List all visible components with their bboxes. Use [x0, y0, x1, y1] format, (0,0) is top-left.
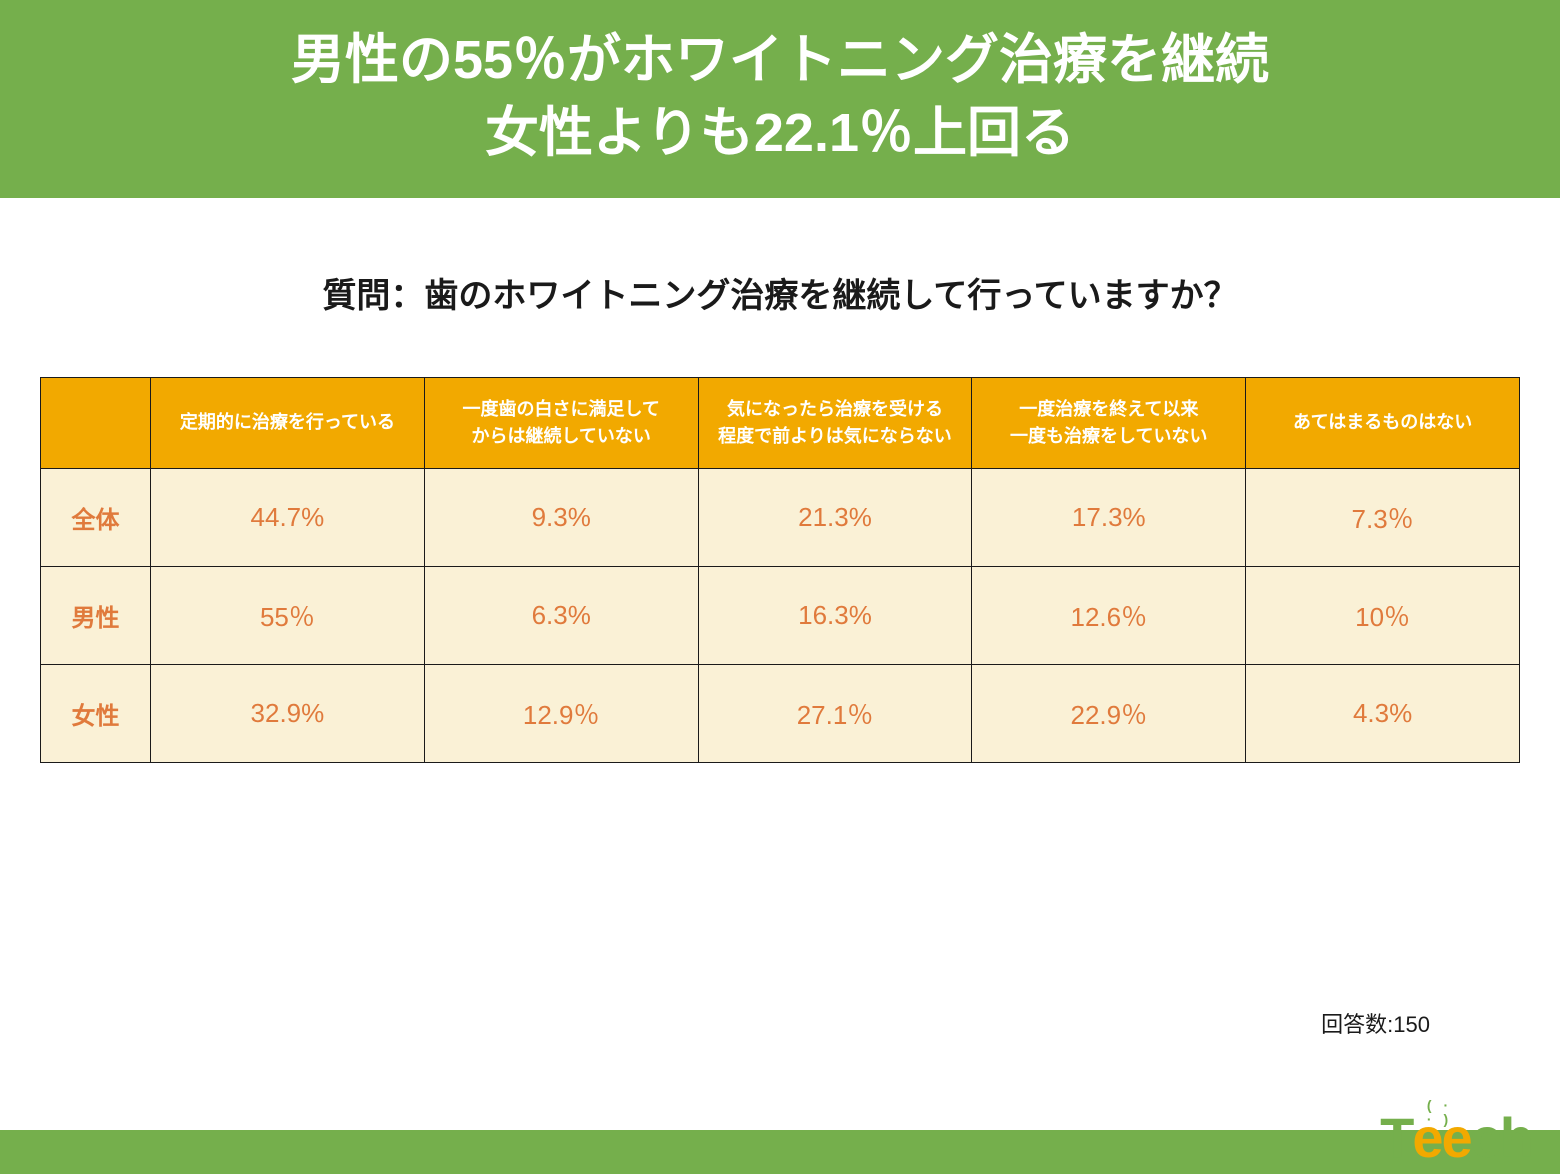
header-col-5: あてはまるものはない [1246, 377, 1520, 468]
cell: 12.9％ [424, 664, 698, 762]
header-col-3: 気になったら治療を受ける程度で前よりは気にならない [698, 377, 972, 468]
logo-ee: ( · · )ee [1412, 1110, 1470, 1166]
cell: 32.9% [151, 664, 425, 762]
table-header-row: 定期的に治療を行っている 一度歯の白さに満足してからは継続していない 気になった… [41, 377, 1520, 468]
header-col-4: 一度治療を終えて以来一度も治療をしていない [972, 377, 1246, 468]
logo-ch: ch [1471, 1106, 1532, 1169]
brand-logo: T( · · )eech [1380, 1110, 1532, 1166]
title-line-1: 男性の55％がホワイトニング治療を継続 [40, 24, 1520, 97]
cell: 16.3% [698, 566, 972, 664]
cell: 17.3% [972, 468, 1246, 566]
cell: 7.3％ [1246, 468, 1520, 566]
logo-t: T [1380, 1106, 1412, 1169]
logo-eyes-icon: ( · · ) [1427, 1098, 1456, 1126]
title-line-2: 女性よりも22.1％上回る [40, 97, 1520, 170]
question-text: 質問：歯のホワイトニング治療を継続して行っていますか？ [0, 268, 1560, 317]
cell: 27.1％ [698, 664, 972, 762]
header-col-1: 定期的に治療を行っている [151, 377, 425, 468]
cell: 22.9％ [972, 664, 1246, 762]
row-label-female: 女性 [41, 664, 151, 762]
cell: 21.3% [698, 468, 972, 566]
row-label-male: 男性 [41, 566, 151, 664]
header-col-2: 一度歯の白さに満足してからは継続していない [424, 377, 698, 468]
table-row: 男性 55％ 6.3% 16.3% 12.6％ 10％ [41, 566, 1520, 664]
cell: 12.6％ [972, 566, 1246, 664]
header-banner: 男性の55％がホワイトニング治療を継続 女性よりも22.1％上回る [0, 0, 1560, 198]
header-corner [41, 377, 151, 468]
row-label-all: 全体 [41, 468, 151, 566]
cell: 55％ [151, 566, 425, 664]
table-container: 定期的に治療を行っている 一度歯の白さに満足してからは継続していない 気になった… [0, 377, 1560, 763]
cell: 4.3% [1246, 664, 1520, 762]
cell: 44.7% [151, 468, 425, 566]
table-row: 全体 44.7% 9.3% 21.3% 17.3% 7.3％ [41, 468, 1520, 566]
respondent-count: 回答数:150 [1321, 1007, 1430, 1039]
cell: 6.3% [424, 566, 698, 664]
cell: 9.3% [424, 468, 698, 566]
cell: 10％ [1246, 566, 1520, 664]
table-row: 女性 32.9% 12.9％ 27.1％ 22.9％ 4.3% [41, 664, 1520, 762]
footer-bar [0, 1130, 1560, 1174]
survey-table: 定期的に治療を行っている 一度歯の白さに満足してからは継続していない 気になった… [40, 377, 1520, 763]
